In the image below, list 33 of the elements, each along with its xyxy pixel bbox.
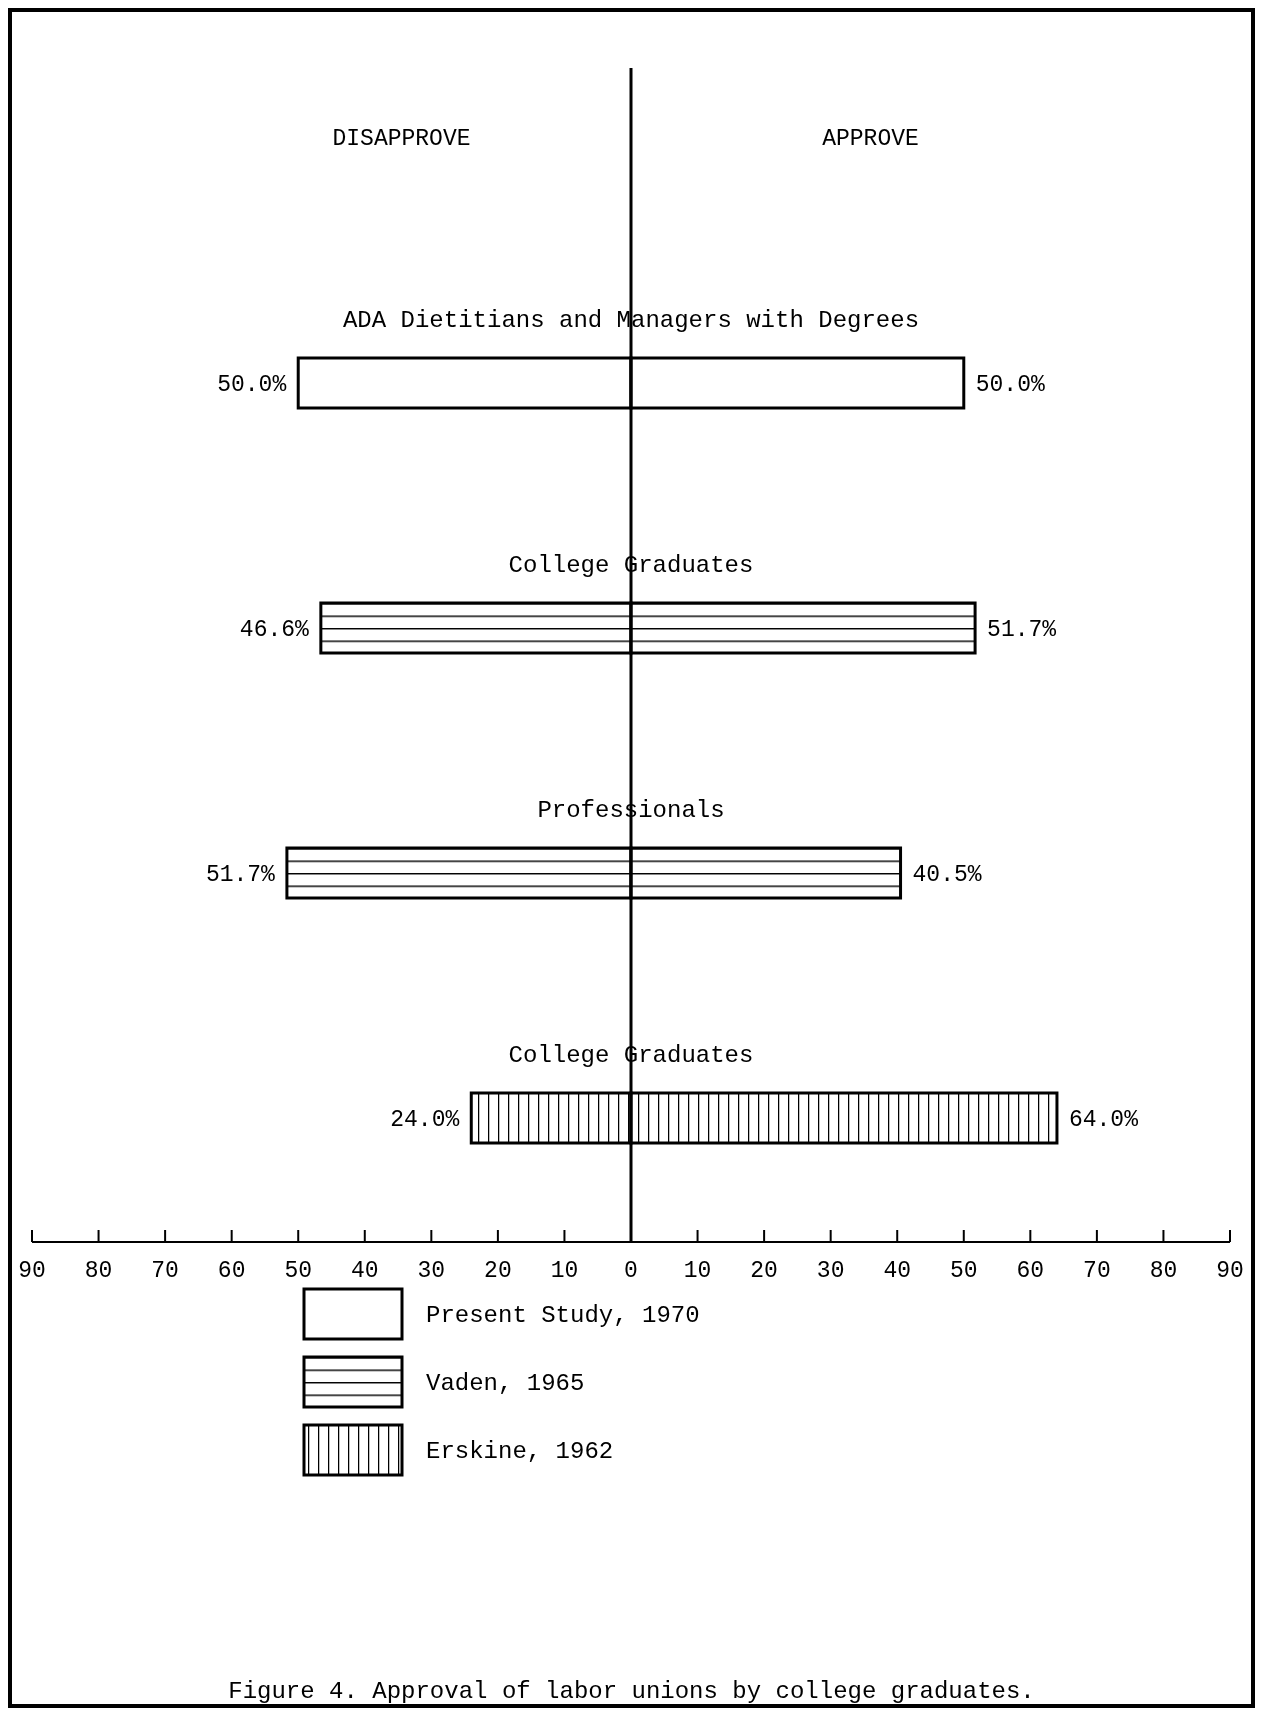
x-tick-label: 30 — [816, 1258, 845, 1284]
x-tick-label: 40 — [883, 1258, 912, 1284]
x-tick-label: 0 — [624, 1258, 638, 1284]
data-label: 24.0% — [390, 1107, 460, 1133]
caption: Figure 4. Approval of labor unions by college graduates. — [228, 1678, 1035, 1705]
x-tick-label: 10 — [550, 1258, 579, 1284]
data-label: 40.5% — [912, 862, 982, 888]
data-label: 64.0% — [1068, 1107, 1139, 1133]
x-tick-label: 10 — [683, 1258, 712, 1284]
x-tick-label: 40 — [350, 1258, 379, 1284]
legend-label: Erskine, 1962 — [426, 1438, 614, 1465]
legend-label: Vaden, 1965 — [426, 1370, 585, 1397]
data-label: 50.0% — [217, 372, 287, 398]
x-tick-label: 70 — [151, 1258, 179, 1284]
x-tick-label: 80 — [1149, 1258, 1178, 1284]
x-tick-label: 30 — [417, 1258, 446, 1284]
data-label: 51.7% — [205, 862, 276, 888]
x-tick-label: 80 — [84, 1258, 113, 1284]
data-label: 51.7% — [987, 617, 1057, 643]
x-tick-label: 70 — [1083, 1258, 1111, 1284]
x-tick-label: 50 — [949, 1258, 978, 1284]
text: DISAPPROVE — [332, 126, 471, 152]
data-label: 50.0% — [975, 372, 1045, 398]
x-tick-label: 20 — [484, 1258, 512, 1284]
x-tick-label: 60 — [217, 1258, 246, 1284]
x-tick-label: 90 — [18, 1258, 46, 1284]
x-tick-label: 60 — [1016, 1258, 1045, 1284]
x-tick-label: 90 — [1216, 1258, 1244, 1284]
data-label: 46.6% — [239, 617, 310, 643]
x-tick-label: 20 — [750, 1258, 778, 1284]
x-tick-label: 50 — [284, 1258, 313, 1284]
text: APPROVE — [822, 126, 919, 152]
legend-label: Present Study, 1970 — [426, 1302, 700, 1329]
